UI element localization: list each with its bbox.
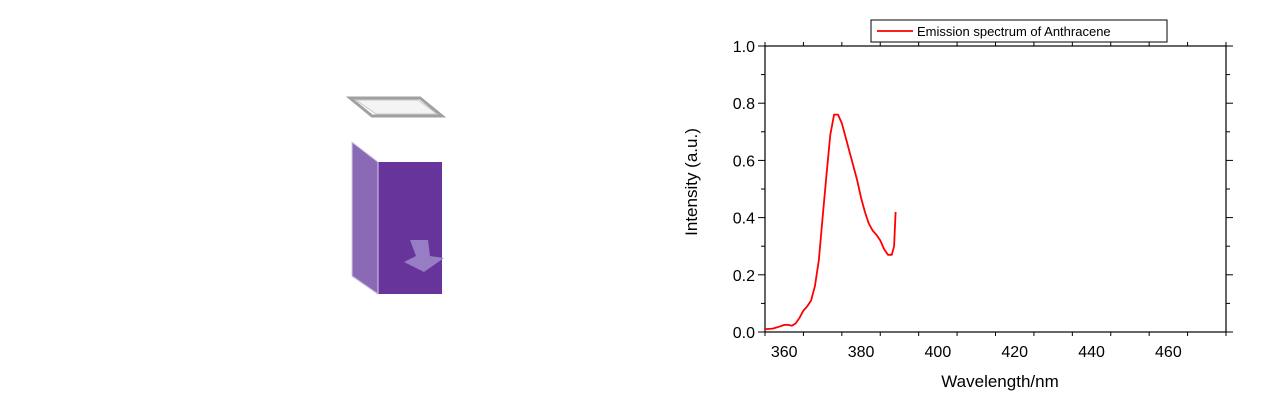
cuvette-lid-inner bbox=[354, 99, 439, 115]
legend: Emission spectrum of Anthracene bbox=[870, 19, 1168, 43]
series-line-anthracene bbox=[764, 113, 897, 330]
x-axis-title: Wavelength/nm bbox=[941, 372, 1058, 391]
x-tick-label: 400 bbox=[925, 344, 952, 361]
axes bbox=[764, 45, 1227, 333]
plot-frame bbox=[764, 45, 1227, 333]
y-tick-label: 0.8 bbox=[733, 96, 755, 113]
x-tick-label: 440 bbox=[1078, 344, 1105, 361]
x-tick-label: 380 bbox=[848, 344, 875, 361]
y-tick-label: 0.4 bbox=[733, 211, 755, 228]
y-tick-label: 0.2 bbox=[733, 268, 755, 285]
x-tick-label: 420 bbox=[1001, 344, 1028, 361]
series-lines bbox=[764, 113, 897, 330]
x-tick-label: 460 bbox=[1155, 344, 1182, 361]
cuvette-bottom-edge bbox=[351, 275, 379, 295]
y-tick-label: 1.0 bbox=[733, 39, 755, 56]
legend-label: Emission spectrum of Anthracene bbox=[917, 24, 1111, 39]
cuvette-front-face bbox=[378, 162, 442, 294]
x-tick-label: 360 bbox=[771, 344, 798, 361]
y-tick-label: 0.0 bbox=[733, 325, 755, 342]
y-axis-title: Intensity (a.u.) bbox=[682, 128, 701, 236]
legend-box bbox=[870, 19, 1168, 43]
y-tick-label: 0.6 bbox=[733, 153, 755, 170]
cuvette-illustration bbox=[345, 96, 447, 295]
light-arrow-icon bbox=[404, 240, 444, 272]
axis-ticks: 360 380 400 420 440 460 0.0 0.2 0.4 0.6 0.8 1.0 bbox=[733, 39, 1233, 361]
cuvette-lid bbox=[345, 96, 447, 118]
